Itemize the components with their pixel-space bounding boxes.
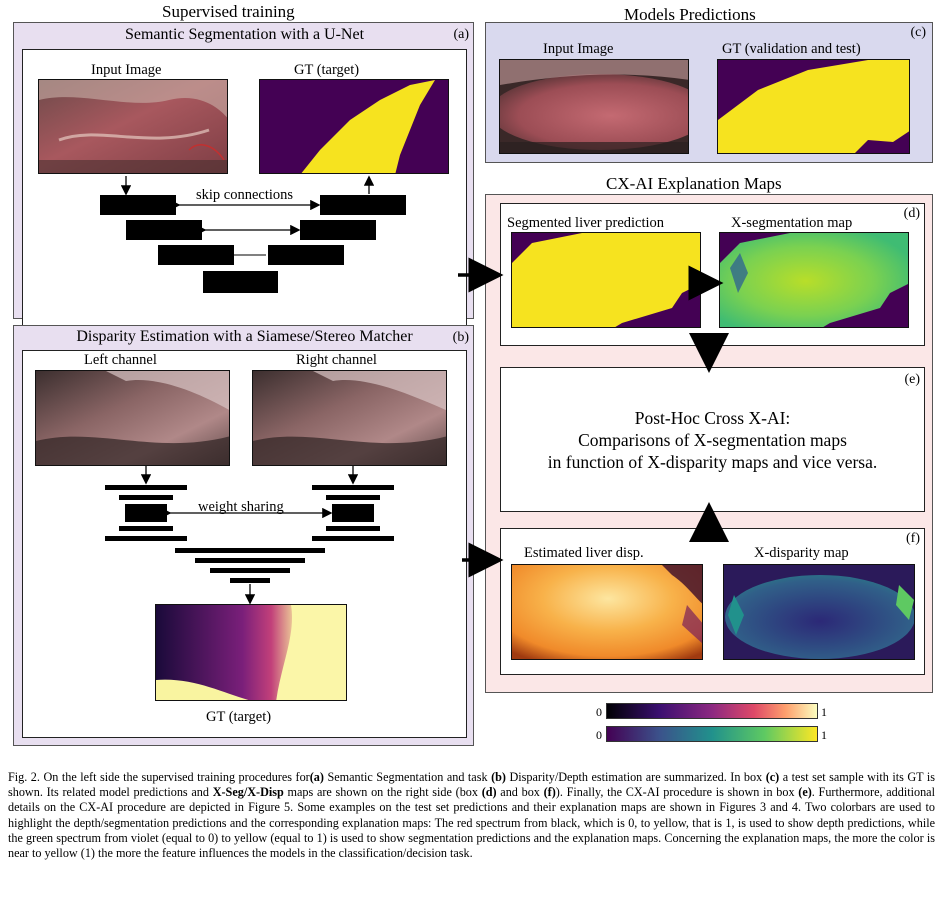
cxai-line-2: Comparisons of X-segmentation maps <box>578 430 847 450</box>
disp-gt-label: GT (target) <box>206 709 272 725</box>
cxai-line-3: in function of X-disparity maps and vice… <box>547 452 878 472</box>
predictions-heading: Models Predictions <box>624 5 756 24</box>
supervised-heading: Supervised training <box>162 2 295 21</box>
est-disp-image <box>511 564 703 660</box>
pred-input-label: Input Image <box>543 41 614 57</box>
xdisp-map-image <box>723 564 915 660</box>
disparity-title: Disparity Estimation with a Siamese/Ster… <box>76 328 413 345</box>
skip-connections-label: skip connections <box>196 187 294 203</box>
colorbar-1-max: 1 <box>821 705 827 719</box>
panel-tag-c: (c) <box>910 25 926 40</box>
pred-input-image <box>499 59 689 154</box>
colorbar-2-min: 0 <box>596 728 602 742</box>
unet-diagram <box>100 175 406 293</box>
colorbar-2-max: 1 <box>821 728 827 742</box>
colorbar-1-min: 0 <box>596 705 602 719</box>
pred-gt-image <box>717 59 910 154</box>
panel-tag-b: (b) <box>452 330 469 345</box>
pred-gt-label: GT (validation and test) <box>722 41 861 57</box>
figure-caption: Fig. 2. On the left side the supervised … <box>8 770 935 861</box>
panel-tag-d: (d) <box>903 206 920 221</box>
seg-input-label: Input Image <box>91 62 162 78</box>
siamese-diagram <box>105 466 394 605</box>
left-channel-label: Left channel <box>84 352 157 368</box>
cxai-heading: CX-AI Explanation Maps <box>606 174 782 193</box>
panel-e: (e) <box>500 367 925 512</box>
seg-gt-label: GT (target) <box>294 62 360 78</box>
seg-pred-image <box>511 232 701 328</box>
panel-tag-e: (e) <box>904 372 920 387</box>
seg-input-image <box>38 79 228 174</box>
xdisp-map-label: X-disparity map <box>754 545 849 561</box>
right-channel-label: Right channel <box>296 352 377 368</box>
left-channel-image <box>35 370 230 466</box>
seg-pred-label: Segmented liver prediction <box>507 215 665 231</box>
seg-gt-image <box>259 79 449 174</box>
panel-tag-f: (f) <box>906 531 920 546</box>
segmentation-title: Semantic Segmentation with a U-Net <box>124 26 365 43</box>
weight-sharing-label: weight sharing <box>198 499 284 515</box>
colorbar-viridis <box>606 726 818 742</box>
est-disp-label: Estimated liver disp. <box>524 545 644 561</box>
cxai-line-1: Post-Hoc Cross X-AI: <box>634 408 791 428</box>
colorbar-magma <box>606 703 818 719</box>
panel-tag-a: (a) <box>453 27 469 42</box>
connector-arrows <box>458 257 729 578</box>
right-channel-image <box>252 370 447 466</box>
disp-gt-image <box>155 604 347 701</box>
xseg-map-image <box>719 232 909 328</box>
xseg-map-label: X-segmentation map <box>731 215 853 231</box>
